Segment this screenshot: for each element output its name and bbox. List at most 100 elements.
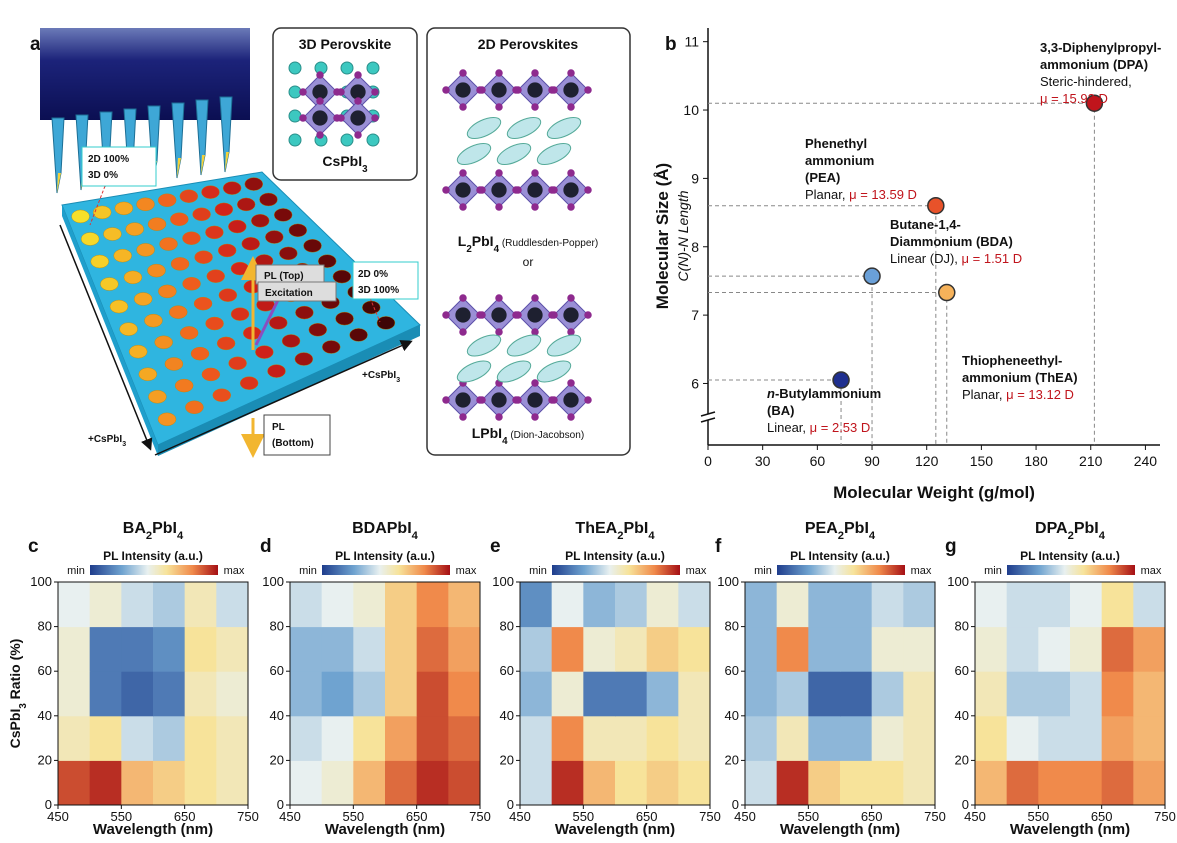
text-part: Phenethyl — [805, 136, 867, 151]
pb — [527, 82, 542, 97]
heat-cell — [583, 671, 615, 716]
heat-cell — [121, 671, 153, 716]
y-tick-label: 20 — [500, 752, 514, 767]
text-part: 4 — [1099, 530, 1106, 542]
iodide — [550, 86, 557, 93]
cs — [341, 62, 353, 74]
dot — [207, 270, 225, 283]
iodide — [531, 69, 538, 76]
iodide — [459, 413, 466, 420]
iodide — [478, 396, 485, 403]
point-label: ammonium (ThEA) — [962, 370, 1078, 385]
heat-cell — [1102, 716, 1134, 761]
heat-cell — [872, 716, 904, 761]
heat-cell — [745, 671, 777, 716]
dot — [158, 194, 176, 207]
text-part: Thiopheneethyl- — [962, 353, 1062, 368]
colorbar-label: PL Intensity (a.u.) — [335, 549, 435, 563]
heat-cell — [872, 671, 904, 716]
point-label: Linear, μ = 2.53 D — [767, 420, 870, 435]
cs — [289, 110, 301, 122]
y-tick-label: 80 — [500, 619, 514, 634]
iodide — [478, 311, 485, 318]
text-part: BDAPbI — [352, 520, 412, 537]
heat-cell — [840, 716, 872, 761]
colorbar-label: PL Intensity (a.u.) — [1020, 549, 1120, 563]
x-tick-label: 240 — [1134, 453, 1158, 469]
heat-cell — [216, 760, 248, 805]
heat-cell — [417, 582, 449, 627]
pb — [563, 307, 578, 322]
iodide — [459, 328, 466, 335]
text-part: Diammonium (BDA) — [890, 234, 1013, 249]
pb — [563, 182, 578, 197]
dot — [165, 357, 183, 370]
heat-cell — [583, 627, 615, 672]
text-part: 4 — [412, 530, 419, 542]
text-part: n — [767, 386, 775, 401]
dot — [137, 198, 155, 211]
dot — [237, 198, 255, 211]
iodide — [584, 311, 591, 318]
heat-cell — [353, 671, 385, 716]
x-tick-label: 750 — [699, 809, 721, 824]
dot — [147, 264, 165, 277]
chart-title: ThEA2PbI4 — [575, 520, 655, 542]
dot — [193, 208, 211, 221]
iodide — [514, 186, 521, 193]
heat-cell — [153, 760, 185, 805]
dot — [103, 228, 121, 241]
iodide — [442, 311, 449, 318]
y-tick-label: 100 — [262, 574, 284, 589]
text-part: 4 — [648, 530, 655, 542]
dot — [269, 316, 287, 329]
heat-cell — [448, 716, 480, 761]
pb — [455, 307, 470, 322]
y-tick-label: 6 — [691, 375, 699, 391]
panel-letter: c — [28, 536, 39, 557]
colorbar-min: min — [67, 565, 85, 577]
text-part: Planar, — [805, 187, 849, 202]
heat-cell — [777, 671, 809, 716]
tag: 3D 0% — [88, 170, 118, 181]
point — [939, 285, 955, 301]
dot — [120, 323, 138, 336]
figure: a +CsPbI3 +CsPbI3 2D 100% 3D 0% 2D 0% 3D… — [0, 0, 1177, 843]
iodide — [550, 311, 557, 318]
dot — [175, 379, 193, 392]
heat-cell — [385, 671, 417, 716]
heat-cell — [1007, 760, 1039, 805]
heat-cell — [290, 627, 322, 672]
heat-cell — [678, 760, 710, 805]
pb — [527, 182, 542, 197]
heat-cell — [745, 716, 777, 761]
heat-cell — [903, 671, 935, 716]
heat-cell — [448, 671, 480, 716]
dot — [124, 271, 142, 284]
panel-letter: e — [490, 536, 501, 557]
y-tick-label: 80 — [38, 619, 52, 634]
iodide — [495, 169, 502, 176]
text-part: Ratio (%) — [7, 639, 23, 704]
heat-cell — [777, 627, 809, 672]
text-part: -Butylammonium — [775, 386, 881, 401]
text-part: ammonium (ThEA) — [962, 370, 1078, 385]
heat-cell — [615, 760, 647, 805]
point-label: n-Butylammonium — [767, 386, 881, 401]
dot — [240, 377, 258, 390]
heat-cell — [840, 582, 872, 627]
heat-cell — [353, 627, 385, 672]
heat-cell — [448, 582, 480, 627]
dot — [114, 249, 132, 262]
point — [864, 268, 880, 284]
heat-cell — [58, 760, 90, 805]
heat-cell — [1102, 671, 1134, 716]
pb — [527, 392, 542, 407]
heat-cell — [552, 760, 584, 805]
heat-cell — [975, 716, 1007, 761]
heat-cell — [840, 760, 872, 805]
dot — [93, 206, 111, 219]
dot — [251, 214, 269, 227]
text-part: μ = 15.92 D — [1040, 91, 1108, 106]
point-label: ammonium — [805, 153, 874, 168]
